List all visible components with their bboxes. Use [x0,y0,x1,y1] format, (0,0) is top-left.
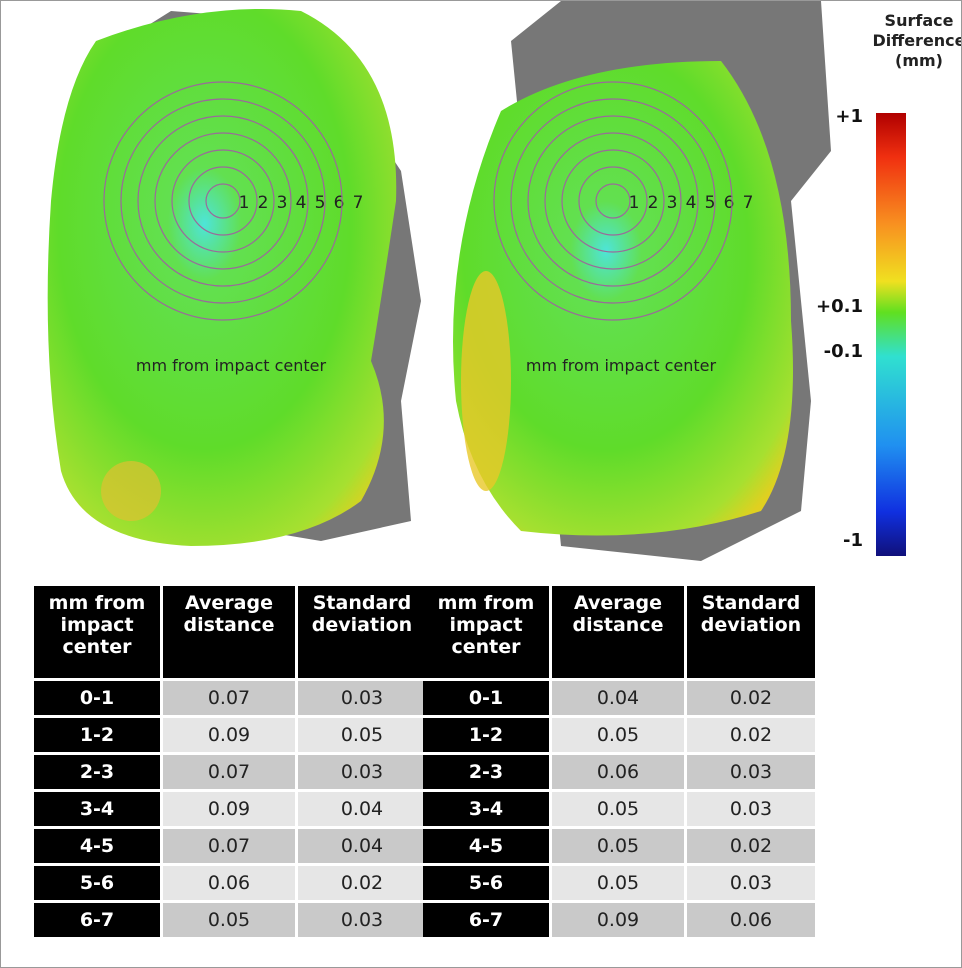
cell: 0.03 [687,755,815,789]
ring-label: 3 [277,193,288,213]
cell: 2-3 [34,755,160,789]
ring-label: 5 [315,193,326,213]
colorbar-title: Difference [872,31,961,50]
cell: 1-2 [423,718,549,752]
cell: 0.02 [298,866,426,900]
header-cell: Standard deviation [298,586,426,678]
cell: 0.03 [298,755,426,789]
cell: 4-5 [423,829,549,863]
colorbar [876,113,906,556]
ring-label: 5 [705,193,716,213]
cell: 3-4 [34,792,160,826]
cell: 0.05 [552,718,684,752]
header-cell: mm from impact center [34,586,160,678]
cell: 0.03 [687,866,815,900]
ring-label: 6 [724,193,735,213]
cell: 6-7 [423,903,549,937]
ring-label: 3 [667,193,678,213]
figure: 1234567mm from impact center1234567mm fr… [0,0,962,968]
cell: 0.09 [163,718,295,752]
cell: 6-7 [34,903,160,937]
ring-label: 6 [334,193,345,213]
cell: 0.07 [163,681,295,715]
cell: 0.02 [687,829,815,863]
colorbar-title: (mm) [895,51,943,70]
cell: 5-6 [34,866,160,900]
cell: 0.06 [552,755,684,789]
cell: 0.05 [298,718,426,752]
caption: mm from impact center [526,356,717,375]
cell: 0.06 [687,903,815,937]
ring-label: 7 [743,193,754,213]
cell: 0.02 [687,718,815,752]
ring-label: 4 [296,193,307,213]
table: mm from impact centerAverage distanceSta… [420,583,818,940]
ring-label: 2 [648,193,659,213]
cell: 0.05 [552,792,684,826]
cell: 0-1 [34,681,160,715]
cell: 0.05 [163,903,295,937]
ring-label: 7 [353,193,364,213]
cell: 0.07 [163,755,295,789]
cell: 0.04 [552,681,684,715]
header-cell: Average distance [163,586,295,678]
cell: 0.03 [687,792,815,826]
ring-label: 4 [686,193,697,213]
cell: 0.05 [552,829,684,863]
cell: 0-1 [423,681,549,715]
cell: 0.04 [298,792,426,826]
cell: 1-2 [34,718,160,752]
colorbar-title: Surface [885,11,954,30]
colorbar-label: +0.1 [816,296,863,317]
cell: 4-5 [34,829,160,863]
caption: mm from impact center [136,356,327,375]
cell: 0.07 [163,829,295,863]
ring-label: 1 [629,193,640,213]
ring-label: 2 [258,193,269,213]
ring-label: 1 [239,193,250,213]
header-cell: mm from impact center [423,586,549,678]
cell: 0.09 [163,792,295,826]
cell: 0.03 [298,681,426,715]
cell: 0.09 [552,903,684,937]
cell: 5-6 [423,866,549,900]
header-cell: Standard deviation [687,586,815,678]
patch [101,461,161,521]
cell: 0.03 [298,903,426,937]
colorbar-label: +1 [835,106,863,127]
bone-surface [48,9,397,546]
cell: 2-3 [423,755,549,789]
bone-surface [453,61,793,536]
cell: 0.04 [298,829,426,863]
cell: 0.06 [163,866,295,900]
colorbar-label: -1 [843,530,863,551]
cell: 0.05 [552,866,684,900]
colorbar-label: -0.1 [824,341,863,362]
patch [461,271,511,491]
cell: 0.02 [687,681,815,715]
header-cell: Average distance [552,586,684,678]
cell: 3-4 [423,792,549,826]
